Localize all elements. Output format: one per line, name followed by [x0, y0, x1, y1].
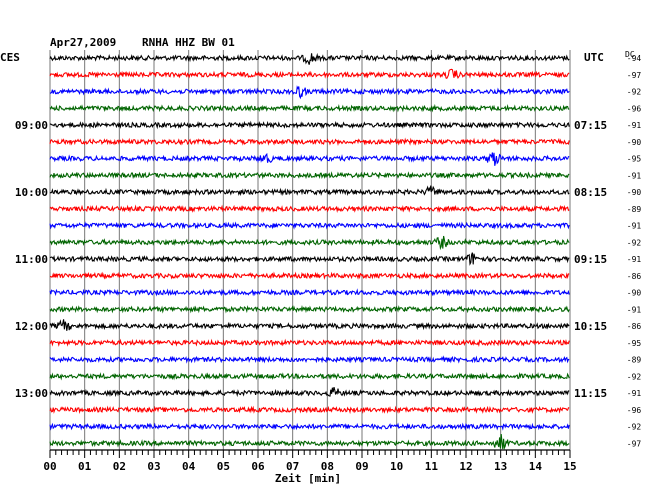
- x-tick-label: 05: [217, 460, 230, 473]
- trace-group: -94 -97 -92 -96 -91 -90 -95 -91 -90 -89 -91 -92 -91 -…: [49, 52, 642, 450]
- right-hour-label: 11:15: [574, 387, 607, 400]
- dc-offset-label: -97: [627, 71, 642, 80]
- x-tick-label: 15: [563, 460, 576, 473]
- seismic-trace: [49, 422, 570, 431]
- dc-offset-label: -91: [627, 171, 642, 180]
- seismic-trace: [49, 103, 570, 113]
- dc-offset-label: -92: [627, 423, 642, 432]
- left-hour-label: 11:00: [15, 253, 48, 266]
- dc-offset-label: -91: [627, 255, 642, 264]
- seismic-trace: [49, 221, 570, 230]
- seismic-trace: [49, 372, 570, 381]
- x-tick-label: 01: [78, 460, 92, 473]
- seismic-trace: [49, 288, 570, 297]
- station-label: RNHA HHZ BW 01: [142, 36, 235, 49]
- dc-offset-label: -95: [627, 339, 642, 348]
- x-tick-label: 06: [251, 460, 265, 473]
- x-tick-label: 10: [390, 460, 403, 473]
- left-hour-label: 12:00: [15, 320, 48, 333]
- seismic-trace: [49, 120, 570, 130]
- x-tick-label: 11: [425, 460, 439, 473]
- seismic-trace: [49, 137, 570, 146]
- right-hour-label: 09:15: [574, 253, 607, 266]
- seismic-trace: [49, 319, 570, 331]
- dc-offset-label: -86: [627, 272, 642, 281]
- dc-offset-label: -90: [627, 188, 642, 197]
- seismic-trace: [49, 171, 570, 180]
- x-tick-label: 08: [321, 460, 334, 473]
- dc-offset-label: -95: [627, 155, 642, 164]
- seismic-trace: [49, 355, 570, 364]
- seismic-trace: [49, 204, 570, 213]
- x-tick-label: 02: [113, 460, 126, 473]
- x-axis: 00 01 02 03 04 05 06 07 08 09 10 11 12 13 14 15: [43, 449, 577, 473]
- seismic-trace: [49, 52, 570, 65]
- dc-offset-label: -89: [627, 356, 642, 365]
- left-hour-label: 13:00: [15, 387, 48, 400]
- seismic-trace: [49, 68, 570, 79]
- left-hour-label: 09:00: [15, 119, 48, 132]
- x-tick-label: 12: [459, 460, 472, 473]
- seismic-trace: [49, 185, 570, 197]
- dc-offset-label: -96: [627, 406, 642, 415]
- x-tick-label: 14: [529, 460, 543, 473]
- left-timezone-label: CES: [0, 51, 20, 64]
- dc-offset-label: -91: [627, 389, 642, 398]
- time-labels: 09:00 07:15 10:00 08:15 11:00 09:15 12:00 10:15…: [15, 119, 607, 400]
- x-tick-label: 07: [286, 460, 299, 473]
- dc-offset-label: -89: [627, 205, 642, 214]
- x-tick-label: 13: [494, 460, 507, 473]
- seismic-trace: [49, 85, 570, 100]
- dc-offset-label: -92: [627, 238, 642, 247]
- dc-offset-label: -86: [627, 322, 642, 331]
- dc-offset-label: -96: [627, 104, 642, 113]
- dc-offset-label: -97: [627, 439, 642, 448]
- dc-offset-label: -91: [627, 121, 642, 130]
- x-tick-label: 00: [43, 460, 56, 473]
- seismic-trace: [49, 271, 570, 280]
- x-axis-title: Zeit [min]: [275, 472, 341, 485]
- dc-offset-label: -92: [627, 88, 642, 97]
- right-timezone-label: UTC: [584, 51, 604, 64]
- left-hour-label: 10:00: [15, 186, 48, 199]
- dc-offset-label: -92: [627, 372, 642, 381]
- dc-offset-label: -90: [627, 289, 642, 298]
- x-tick-label: 09: [355, 460, 368, 473]
- right-hour-label: 08:15: [574, 186, 607, 199]
- seismic-trace: [49, 152, 570, 166]
- seismic-trace: [49, 252, 570, 266]
- seismic-trace: [49, 433, 570, 450]
- grid-lines: [49, 50, 571, 450]
- dc-offset-label: -90: [627, 138, 642, 147]
- dc-offset-label: -91: [627, 222, 642, 231]
- x-tick-label: 03: [147, 460, 160, 473]
- seismic-trace: [49, 338, 570, 347]
- dc-offset-label: -91: [627, 305, 642, 314]
- right-hour-label: 10:15: [574, 320, 607, 333]
- right-hour-label: 07:15: [574, 119, 607, 132]
- seismic-trace: [49, 235, 570, 251]
- seismic-trace: [49, 386, 570, 398]
- dc-offset-label: -94: [627, 54, 642, 63]
- date-label: Apr27,2009: [50, 36, 116, 49]
- seismic-trace: [49, 405, 570, 415]
- seismic-trace: [49, 304, 570, 314]
- dc-header-label: DC: [625, 50, 635, 59]
- x-tick-label: 04: [182, 460, 196, 473]
